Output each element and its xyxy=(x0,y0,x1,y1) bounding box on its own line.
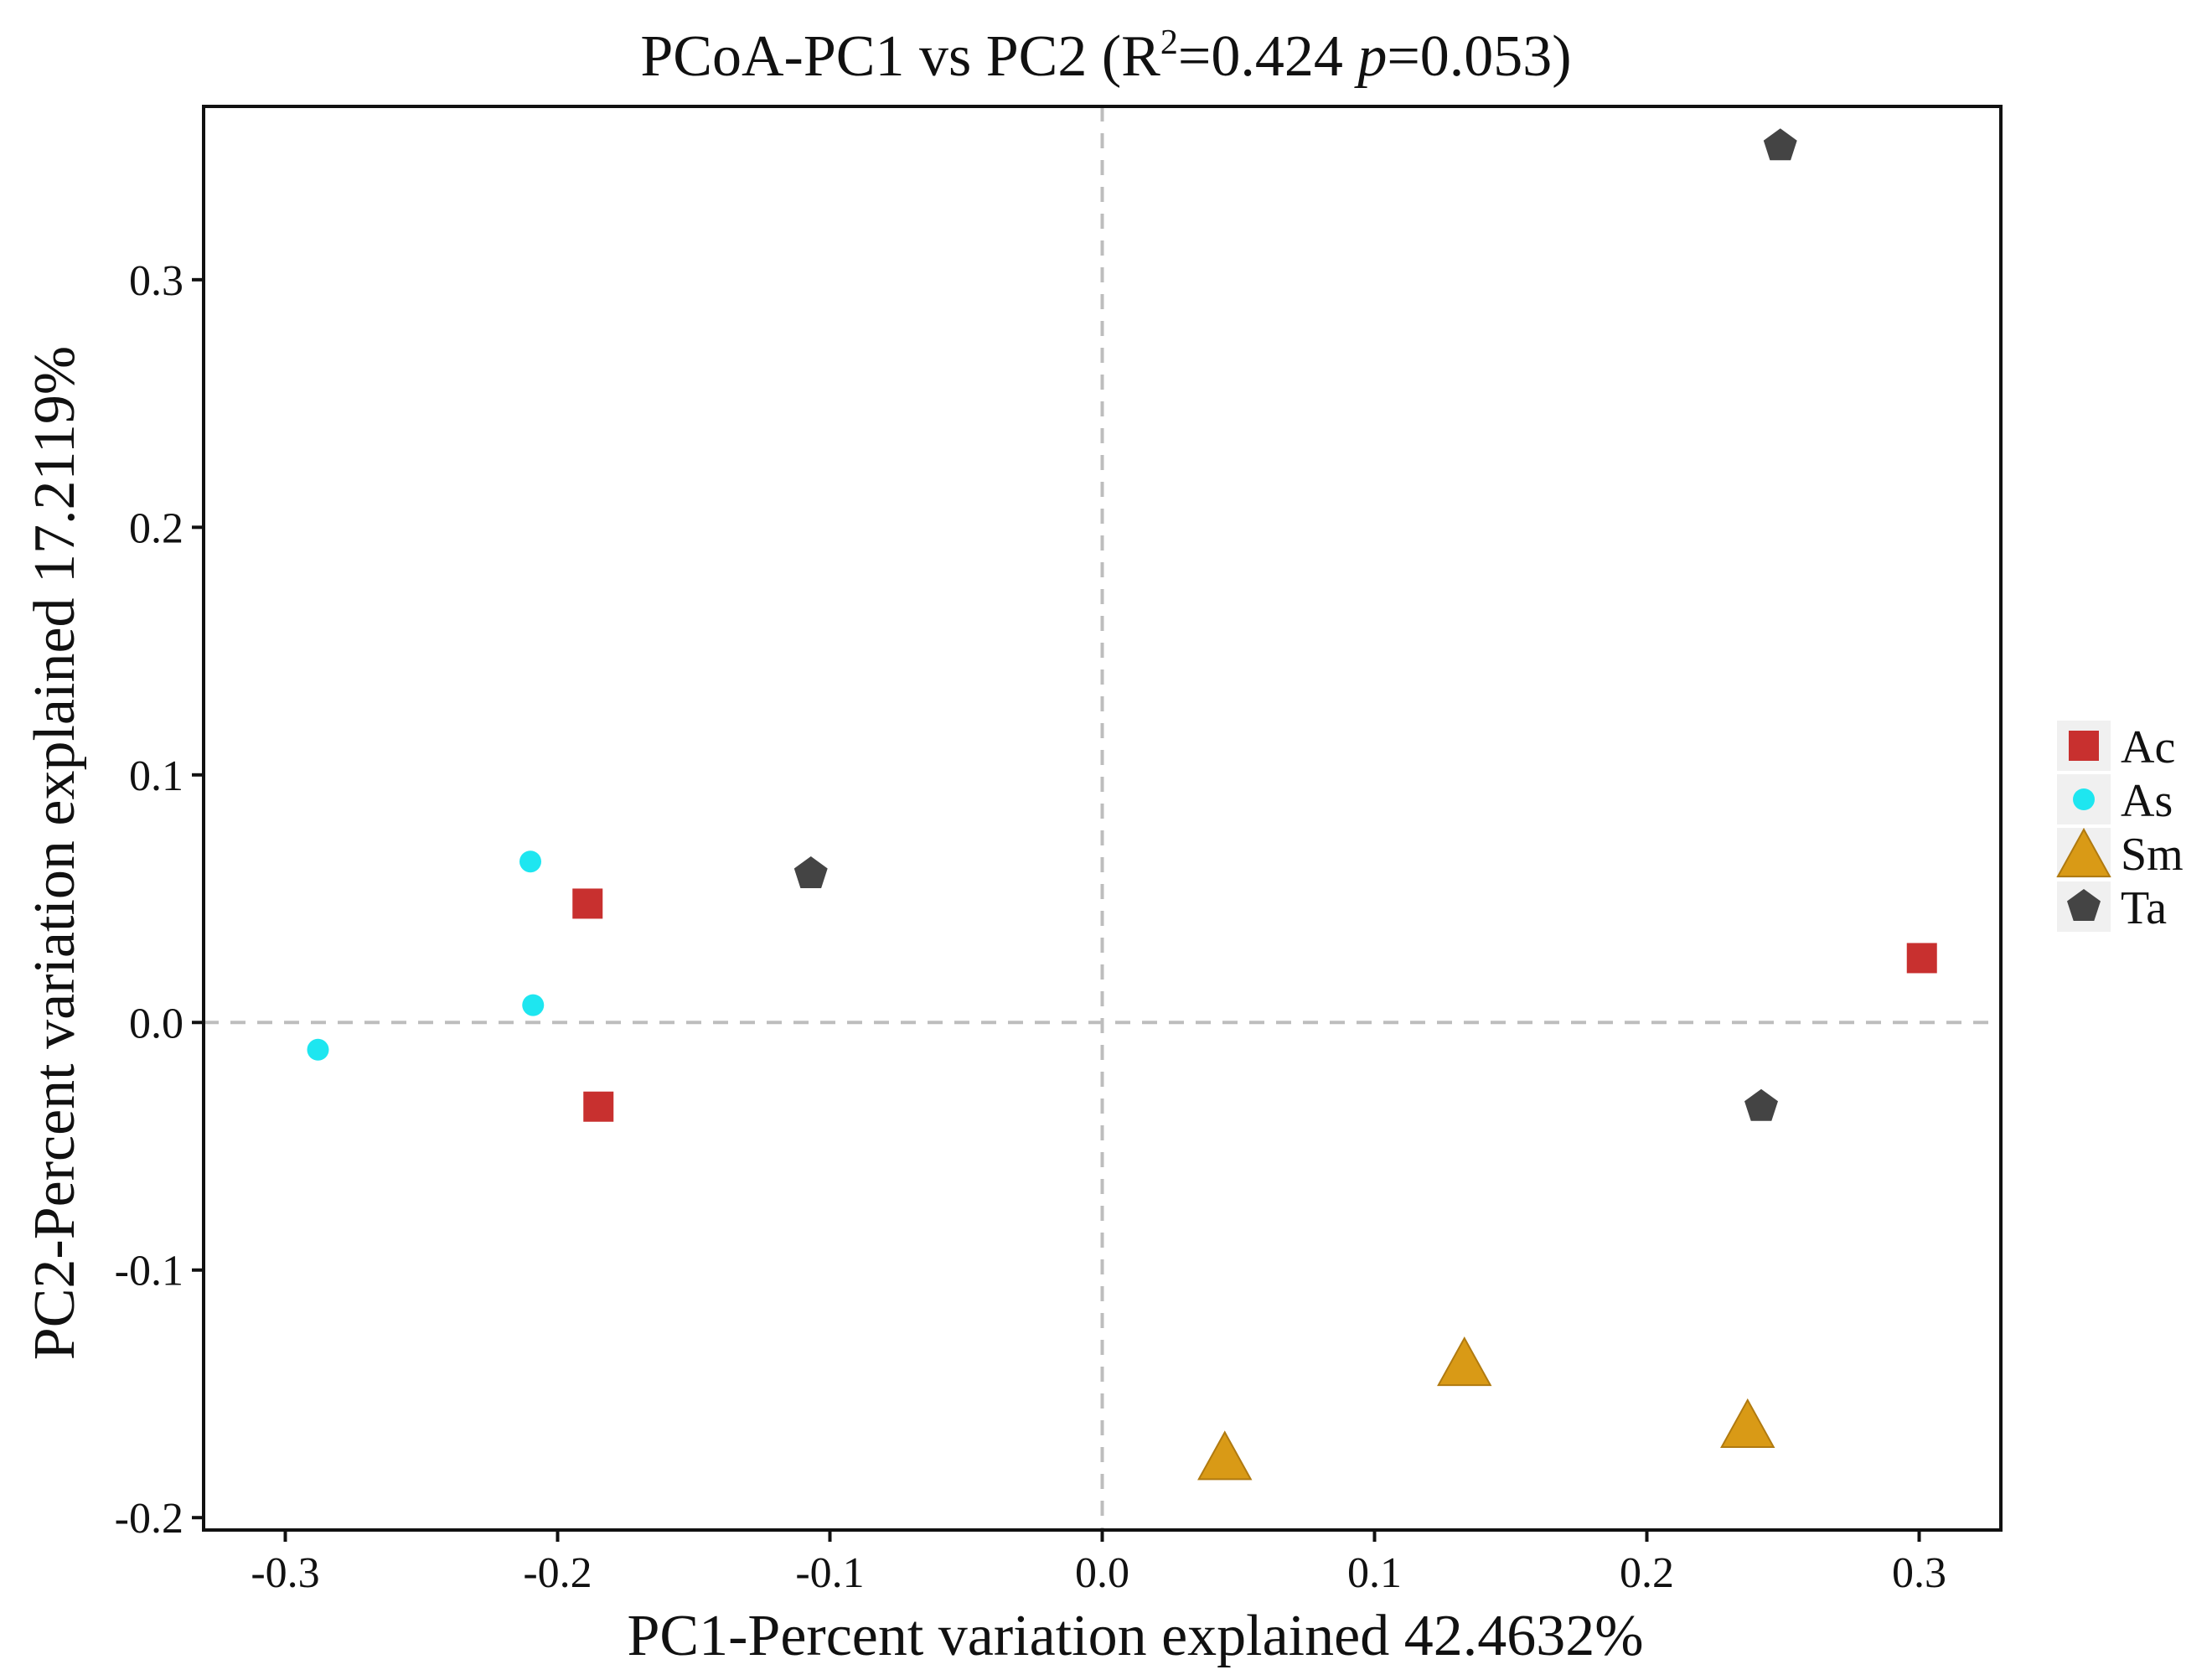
data-point-sm xyxy=(1720,1398,1775,1448)
data-point-ta xyxy=(1763,128,1797,161)
data-point-ac xyxy=(572,888,603,919)
legend-label-ac: Ac xyxy=(2121,721,2175,773)
data-point-ac xyxy=(583,1091,614,1122)
data-point-as xyxy=(307,1038,329,1061)
x-tick-label: 0.2 xyxy=(1620,1549,1674,1597)
x-tick-label: 0.1 xyxy=(1347,1549,1402,1597)
x-tick-label: -0.3 xyxy=(251,1549,319,1597)
legend-label-sm: Sm xyxy=(2121,829,2184,881)
data-point-ta xyxy=(793,856,828,888)
data-point-sm xyxy=(1197,1430,1253,1481)
legend-label-as: As xyxy=(2121,775,2173,827)
x-axis-title: PC1-Percent variation explained 42.4632% xyxy=(627,1604,1643,1668)
y-tick-label: -0.1 xyxy=(115,1248,183,1295)
y-tick-label: 0.0 xyxy=(129,1000,183,1047)
chart-title: PCoA-PC1 vs PC2 (R2=0.424 p=0.053) xyxy=(640,23,1571,89)
legend-marker-sm xyxy=(2056,827,2111,877)
data-point-ta xyxy=(1744,1088,1778,1121)
y-tick-label: 0.2 xyxy=(129,504,183,552)
data-point-sm xyxy=(1437,1336,1492,1387)
legend-marker-ta xyxy=(2067,889,2101,921)
y-tick-label: 0.3 xyxy=(129,257,183,305)
legend-marker-as xyxy=(2073,788,2095,810)
y-tick-label: 0.1 xyxy=(129,752,183,800)
legend-label-ta: Ta xyxy=(2121,882,2167,934)
data-point-as xyxy=(522,994,545,1016)
plot-border xyxy=(202,105,2003,1532)
data-point-as xyxy=(519,850,541,873)
data-point-ac xyxy=(1906,943,1937,974)
x-tick-label: 0.3 xyxy=(1892,1549,1946,1597)
y-axis-title: PC2-Percent variation explained 17.2119% xyxy=(23,346,87,1360)
x-tick-label: -0.2 xyxy=(523,1549,592,1597)
x-tick-label: 0.0 xyxy=(1075,1549,1129,1597)
legend-marker-ac xyxy=(2069,731,2099,761)
x-tick-label: -0.1 xyxy=(795,1549,864,1597)
y-tick-label: -0.2 xyxy=(115,1495,183,1543)
plot-area: -0.3 -0.2 -0.1 0.0 0.1 0.2 0.3 -0.2 -0.1 0.0 0.1 0.… xyxy=(115,105,2003,1597)
